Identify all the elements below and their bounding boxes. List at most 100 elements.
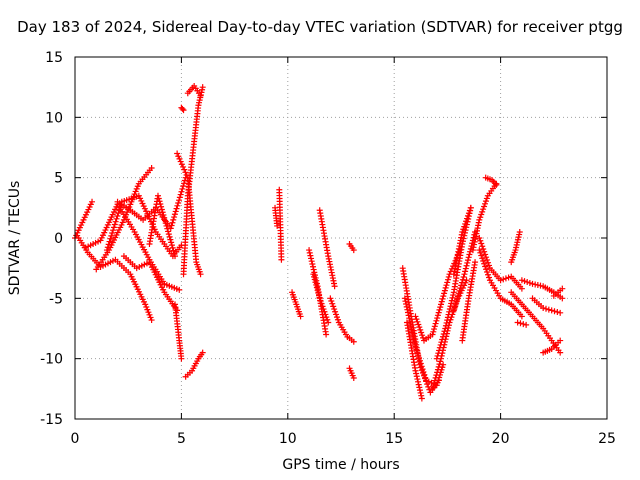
data-point <box>330 303 337 310</box>
data-point <box>182 169 189 176</box>
data-point <box>518 285 525 292</box>
data-point <box>418 329 425 336</box>
data-point <box>173 205 180 212</box>
data-point <box>423 377 430 384</box>
data-point <box>313 284 320 291</box>
data-point <box>154 192 161 199</box>
data-point <box>178 188 185 195</box>
data-point <box>199 349 206 356</box>
data-point <box>172 253 179 260</box>
series-t42 <box>529 295 564 316</box>
data-point <box>320 306 327 313</box>
series-t35 <box>482 174 500 188</box>
data-point <box>105 241 112 248</box>
data-point <box>415 381 422 388</box>
data-point <box>181 166 188 173</box>
data-point <box>450 292 457 299</box>
data-point <box>197 271 204 278</box>
data-point <box>111 221 118 228</box>
data-point <box>434 352 441 359</box>
x-tick-label: 20 <box>492 431 510 447</box>
data-point <box>483 254 490 261</box>
data-point <box>158 206 165 213</box>
data-point <box>455 290 462 297</box>
plot-frame <box>74 56 608 420</box>
data-point <box>171 211 178 218</box>
data-point <box>443 282 450 289</box>
series-t39 <box>508 289 564 356</box>
data-point <box>306 247 313 254</box>
data-point <box>323 314 330 321</box>
data-point <box>413 370 420 377</box>
data-point <box>520 321 527 328</box>
data-point <box>415 378 422 385</box>
data-point <box>316 295 323 302</box>
data-point <box>461 229 468 236</box>
series-t24 <box>346 335 357 345</box>
data-point <box>331 306 338 313</box>
data-point <box>418 363 425 370</box>
data-point <box>482 263 489 270</box>
series-t31 <box>450 204 474 278</box>
data-point <box>142 301 149 308</box>
series-t23 <box>346 365 357 381</box>
series-t7 <box>146 192 179 260</box>
data-point <box>422 374 429 381</box>
data-point <box>403 301 410 308</box>
data-point <box>559 295 566 302</box>
series-t37 <box>476 247 525 320</box>
data-point <box>417 360 424 367</box>
data-point <box>485 262 492 269</box>
data-point <box>145 309 152 316</box>
data-point <box>169 244 176 251</box>
data-point <box>416 387 423 394</box>
data-point <box>333 311 340 318</box>
data-point <box>103 247 110 254</box>
data-point <box>404 309 411 316</box>
data-point <box>432 374 439 381</box>
data-point <box>147 314 154 321</box>
data-point <box>408 323 415 330</box>
data-point <box>416 324 423 331</box>
data-point <box>444 317 451 324</box>
data-point <box>165 228 172 235</box>
data-point <box>554 309 561 316</box>
data-point <box>493 181 500 188</box>
data-point <box>465 254 472 261</box>
data-point <box>425 383 432 390</box>
data-point <box>450 307 457 314</box>
data-point <box>328 298 335 305</box>
data-point <box>319 303 326 310</box>
data-point <box>180 107 187 114</box>
data-point <box>313 281 320 288</box>
series-t16 <box>276 186 285 263</box>
data-point <box>317 298 324 305</box>
y-tick-label: 5 <box>54 171 63 187</box>
data-point <box>445 273 452 280</box>
data-point <box>324 316 331 323</box>
data-point <box>176 155 183 162</box>
data-point <box>159 209 166 216</box>
data-point <box>557 349 564 356</box>
data-point <box>448 297 455 304</box>
data-point <box>436 347 443 354</box>
data-point <box>148 317 155 324</box>
data-point <box>418 392 425 399</box>
data-point <box>416 354 423 361</box>
data-point <box>459 276 466 283</box>
series-t17 <box>289 289 304 320</box>
data-point <box>413 316 420 323</box>
data-point <box>168 242 175 249</box>
data-point <box>419 332 426 339</box>
data-point <box>480 258 487 265</box>
data-point <box>403 303 410 310</box>
data-point <box>415 352 422 359</box>
data-point <box>434 315 441 322</box>
data-point <box>438 298 445 305</box>
data-point <box>183 171 190 178</box>
data-point <box>456 287 463 294</box>
data-point <box>461 223 468 230</box>
data-point <box>545 306 552 313</box>
data-point <box>454 293 461 300</box>
data-point <box>430 328 437 335</box>
